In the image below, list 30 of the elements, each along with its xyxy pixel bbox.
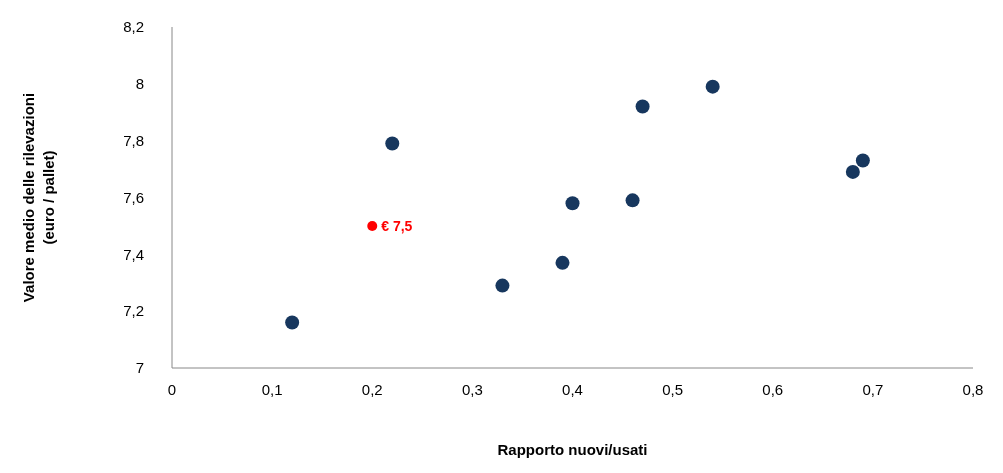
- x-tick-label: 0,2: [361, 380, 383, 398]
- point: [555, 255, 570, 270]
- y-tick-label: 7,4: [123, 245, 144, 263]
- x-tick-label: 0,5: [662, 380, 684, 398]
- y-tick-label: 8,2: [123, 18, 144, 36]
- point: [367, 220, 378, 231]
- x-tick-label: 0,8: [962, 380, 984, 398]
- point: [855, 153, 870, 168]
- point: [385, 136, 400, 151]
- point: [625, 193, 640, 208]
- y-tick-label: 7,6: [123, 188, 144, 206]
- point: [495, 278, 510, 293]
- x-tick-label: 0,4: [562, 380, 583, 398]
- y-tick-label: 7,8: [123, 131, 144, 149]
- x-tick-label: 0: [167, 380, 177, 398]
- point: [705, 79, 720, 94]
- y-tick-label: 7,2: [123, 302, 144, 320]
- point: [845, 164, 860, 179]
- x-tick-label: 0,6: [762, 380, 784, 398]
- x-tick-label: 0,7: [862, 380, 884, 398]
- data-label: € 7,5: [381, 217, 413, 234]
- point: [565, 196, 580, 211]
- x-axis-title: Rapporto nuovi/usati: [497, 441, 648, 458]
- x-tick-label: 0,1: [261, 380, 283, 398]
- y-tick-label: 8: [135, 75, 144, 93]
- x-tick-label: 0,3: [461, 380, 483, 398]
- point: [635, 99, 650, 114]
- point: [285, 315, 300, 330]
- y-tick-label: 7: [135, 359, 144, 377]
- y-axis-title: Valore medio delle rilevazioni (euro / pallet): [20, 92, 57, 303]
